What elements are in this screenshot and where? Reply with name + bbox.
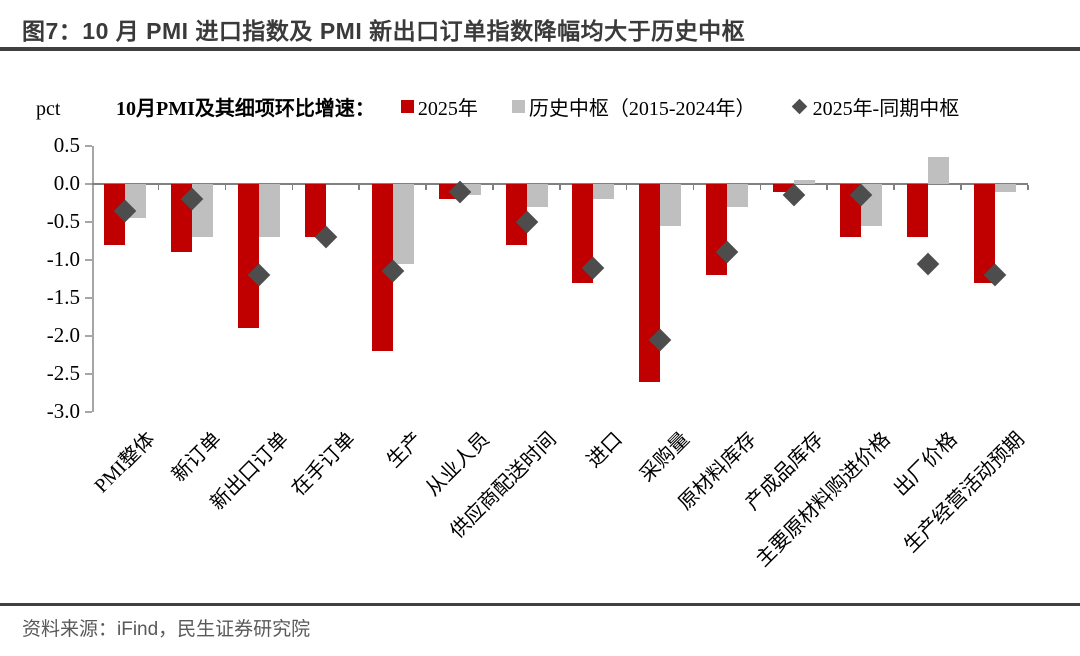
bar-2025-10	[773, 184, 794, 192]
x-category-label-3: 在手订单	[287, 428, 360, 501]
legend-label-history: 历史中枢（2015-2024年）	[528, 98, 756, 120]
y-tick-label: -3.0	[46, 399, 80, 423]
x-axis-boundary-tick	[291, 185, 294, 190]
bar-history-9	[727, 184, 749, 207]
bar-history-10	[794, 180, 815, 184]
x-category-label-8: 采购量	[636, 428, 695, 487]
bar-history-13	[994, 184, 1016, 192]
x-category-label-4: 生产	[382, 428, 427, 473]
bar-history-4	[392, 184, 414, 264]
legend-square-gray-icon	[511, 100, 525, 113]
y-axis-tick	[85, 145, 92, 147]
bar-2025-4	[371, 184, 393, 352]
diamond-marker-12	[916, 252, 940, 276]
bar-2025-0	[104, 184, 126, 245]
x-axis-boundary-tick	[893, 185, 895, 190]
y-tick-label: -2.0	[46, 323, 80, 347]
bar-2025-6	[505, 184, 527, 245]
bar-history-2	[259, 184, 281, 238]
y-axis-tick	[85, 221, 92, 223]
x-axis-boundary-tick	[492, 185, 494, 190]
bar-2025-7	[572, 184, 594, 283]
y-tick-label: -0.5	[46, 209, 80, 233]
chart-legend: 10月PMI及其细项环比增速： 2025年 历史中枢（2015-2024年） 2…	[116, 92, 959, 121]
bar-2025-13	[973, 184, 995, 283]
bar-history-8	[660, 184, 682, 226]
bar-history-6	[526, 184, 548, 207]
x-axis-boundary-tick	[1027, 185, 1029, 190]
figure-title: 图7：10 月 PMI 进口指数及 PMI 新出口订单指数降幅均大于历史中枢	[22, 18, 746, 44]
x-axis-boundary-tick	[559, 185, 561, 190]
bar-2025-3	[305, 184, 326, 238]
bar-history-7	[593, 184, 615, 200]
bar-2025-2	[238, 184, 260, 329]
bar-history-5	[459, 184, 481, 196]
y-axis-tick	[85, 335, 92, 337]
bar-history-12	[927, 157, 949, 184]
legend-diamond-icon	[791, 98, 807, 115]
legend-item-2025: 2025年	[400, 92, 478, 121]
y-tick-label: 0.5	[53, 133, 80, 157]
x-axis-boundary-tick	[692, 185, 695, 190]
y-axis-unit-label: pct	[36, 98, 61, 120]
legend-square-red-icon	[400, 100, 414, 113]
y-axis-tick	[85, 297, 92, 299]
y-axis-tick	[85, 411, 92, 413]
x-axis-boundary-tick	[759, 185, 762, 190]
y-tick-label: 0.0	[53, 171, 80, 195]
title-bar: 图7：10 月 PMI 进口指数及 PMI 新出口订单指数降幅均大于历史中枢	[0, 0, 1080, 51]
x-axis-boundary-tick	[826, 185, 828, 190]
x-axis-boundary-tick	[157, 185, 160, 190]
y-tick-label: -1.5	[46, 285, 80, 309]
x-axis-boundary-tick	[960, 185, 962, 190]
legend-label-2025: 2025年	[417, 98, 478, 120]
x-axis-boundary-tick	[224, 185, 227, 190]
y-tick-label: -2.5	[46, 361, 80, 385]
bar-2025-9	[706, 184, 728, 276]
plot-area	[85, 145, 1029, 413]
x-axis-zero-line	[92, 183, 1028, 185]
x-axis-boundary-tick	[625, 185, 628, 190]
chart-subtitle: 10月PMI及其细项环比增速：	[116, 98, 375, 120]
y-axis-tick	[85, 373, 92, 375]
legend-item-history: 历史中枢（2015-2024年）	[511, 92, 756, 121]
y-axis-line	[92, 146, 94, 412]
x-category-label-0: PMI整体	[90, 428, 160, 498]
x-axis-boundary-tick	[358, 185, 360, 190]
source-note: 资料来源：iFind，民生证券研究院	[22, 619, 311, 640]
x-axis-boundary-tick	[425, 185, 427, 190]
y-axis-tick	[85, 259, 92, 261]
x-category-label-1: 新订单	[168, 428, 227, 487]
bar-2025-12	[906, 184, 928, 238]
footer-rule	[0, 603, 1080, 606]
legend-item-period-center: 2025年-同期中枢	[790, 92, 960, 121]
legend-label-period-center: 2025年-同期中枢	[812, 98, 960, 120]
bar-2025-8	[639, 184, 661, 382]
y-tick-label: -1.0	[46, 247, 80, 271]
y-axis-tick	[85, 183, 92, 185]
x-category-label-7: 进口	[583, 428, 628, 473]
